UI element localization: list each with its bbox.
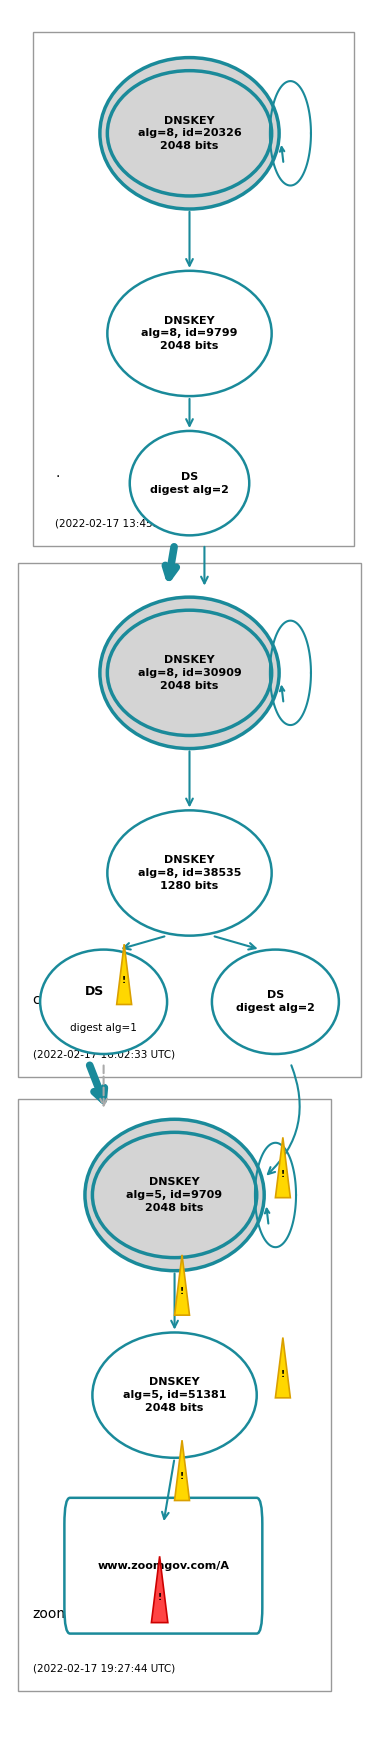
Ellipse shape <box>85 1119 264 1271</box>
Text: DS
digest alg=2: DS digest alg=2 <box>236 990 315 1013</box>
FancyBboxPatch shape <box>64 1498 262 1634</box>
Text: !: ! <box>122 976 126 985</box>
Text: !: ! <box>281 1170 285 1179</box>
Text: (2022-02-17 19:27:44 UTC): (2022-02-17 19:27:44 UTC) <box>33 1664 175 1674</box>
Polygon shape <box>175 1440 190 1500</box>
FancyBboxPatch shape <box>18 564 361 1077</box>
Polygon shape <box>276 1137 290 1198</box>
Text: (2022-02-17 13:45:46 UTC): (2022-02-17 13:45:46 UTC) <box>55 519 197 529</box>
Ellipse shape <box>92 1133 257 1257</box>
Ellipse shape <box>107 271 272 396</box>
Polygon shape <box>151 1556 168 1622</box>
Polygon shape <box>175 1255 190 1315</box>
Ellipse shape <box>100 58 279 210</box>
Text: (2022-02-17 16:02:33 UTC): (2022-02-17 16:02:33 UTC) <box>33 1049 175 1060</box>
Ellipse shape <box>212 950 339 1055</box>
Text: DS: DS <box>85 985 104 999</box>
Text: .: . <box>55 466 60 480</box>
Text: !: ! <box>158 1592 162 1601</box>
Text: zoomgov.com: zoomgov.com <box>33 1608 129 1622</box>
Polygon shape <box>276 1337 290 1399</box>
Text: DS
digest alg=2: DS digest alg=2 <box>150 471 229 494</box>
Text: !: ! <box>281 1371 285 1379</box>
Text: DNSKEY
alg=8, id=9799
2048 bits: DNSKEY alg=8, id=9799 2048 bits <box>141 316 238 351</box>
Ellipse shape <box>107 609 272 735</box>
Ellipse shape <box>107 810 272 936</box>
Text: digest alg=1: digest alg=1 <box>70 1023 137 1034</box>
Text: DNSKEY
alg=5, id=51381
2048 bits: DNSKEY alg=5, id=51381 2048 bits <box>123 1378 226 1413</box>
Text: !: ! <box>180 1287 184 1296</box>
Ellipse shape <box>40 950 167 1055</box>
Text: com: com <box>33 993 62 1007</box>
Polygon shape <box>117 945 132 1004</box>
Text: DNSKEY
alg=5, id=9709
2048 bits: DNSKEY alg=5, id=9709 2048 bits <box>127 1177 222 1213</box>
Ellipse shape <box>130 431 249 536</box>
FancyBboxPatch shape <box>33 33 354 546</box>
Ellipse shape <box>92 1332 257 1458</box>
Text: DNSKEY
alg=8, id=20326
2048 bits: DNSKEY alg=8, id=20326 2048 bits <box>138 115 241 152</box>
Ellipse shape <box>107 70 272 196</box>
Text: DNSKEY
alg=8, id=30909
2048 bits: DNSKEY alg=8, id=30909 2048 bits <box>138 655 241 691</box>
Text: www.zoomgov.com/A: www.zoomgov.com/A <box>97 1561 229 1571</box>
Text: DNSKEY
alg=8, id=38535
1280 bits: DNSKEY alg=8, id=38535 1280 bits <box>138 856 241 890</box>
Ellipse shape <box>100 597 279 749</box>
FancyBboxPatch shape <box>18 1100 331 1692</box>
Text: !: ! <box>180 1472 184 1481</box>
